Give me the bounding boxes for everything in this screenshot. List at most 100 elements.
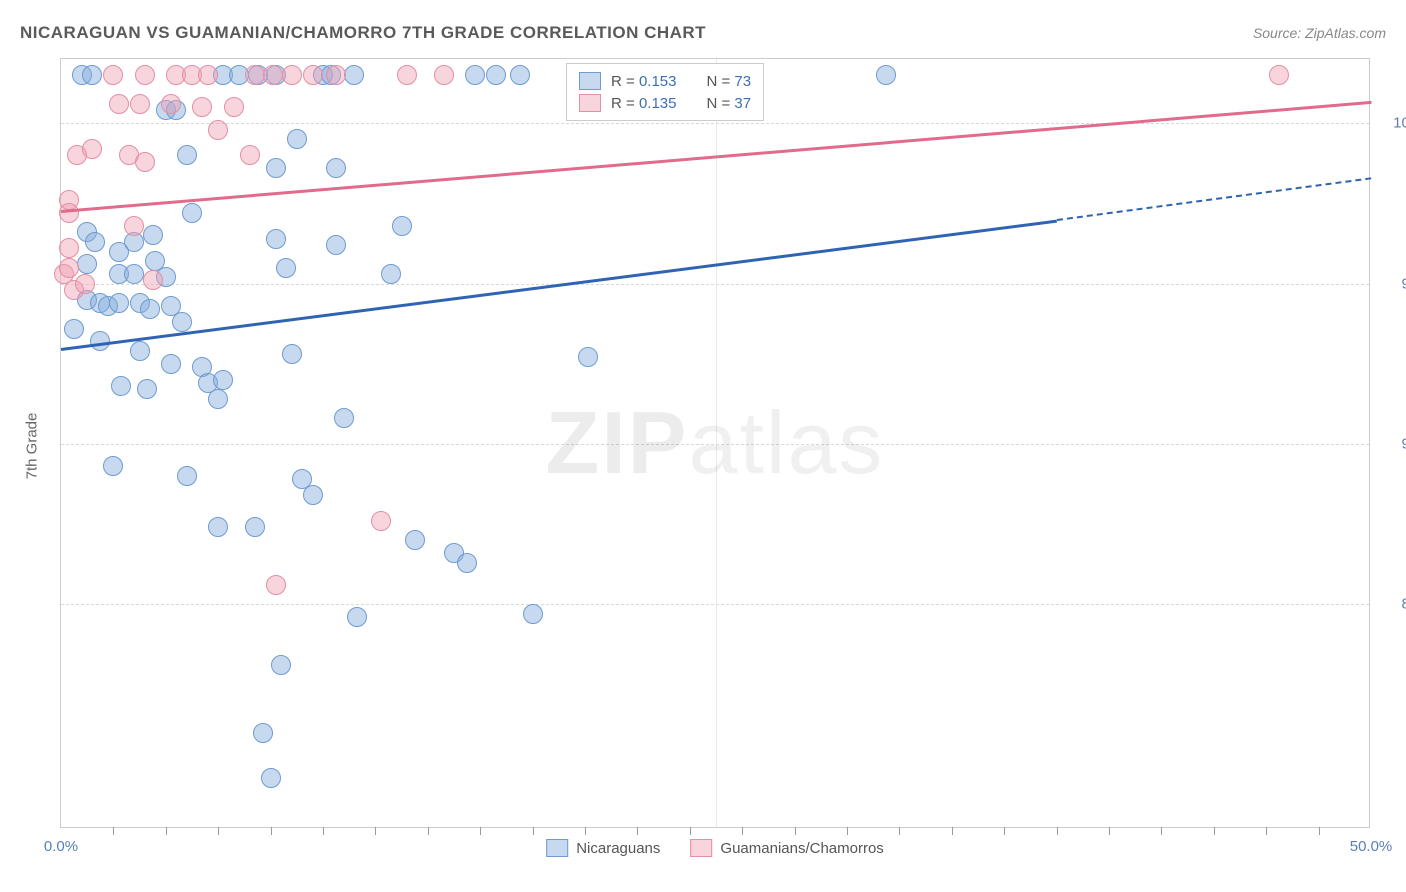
data-point	[266, 158, 286, 178]
x-minor-tick	[690, 827, 691, 835]
data-point	[182, 203, 202, 223]
x-minor-tick	[952, 827, 953, 835]
data-point	[224, 97, 244, 117]
x-minor-tick	[533, 827, 534, 835]
data-point	[287, 129, 307, 149]
x-minor-tick	[1266, 827, 1267, 835]
data-point	[82, 139, 102, 159]
data-point	[130, 341, 150, 361]
data-point	[510, 65, 530, 85]
data-point	[64, 319, 84, 339]
x-minor-tick	[742, 827, 743, 835]
data-point	[161, 354, 181, 374]
x-minor-tick	[1109, 827, 1110, 835]
series-legend: Nicaraguans Guamanians/Chamorros	[546, 839, 884, 857]
data-point	[130, 94, 150, 114]
data-point	[111, 376, 131, 396]
data-point	[271, 655, 291, 675]
data-point	[303, 485, 323, 505]
gridline-h	[61, 123, 1369, 124]
data-point	[77, 254, 97, 274]
series-legend-item: Guamanians/Chamorros	[690, 839, 883, 857]
data-point	[266, 229, 286, 249]
data-point	[457, 553, 477, 573]
x-minor-tick	[1161, 827, 1162, 835]
data-point	[161, 94, 181, 114]
data-point	[344, 65, 364, 85]
data-point	[124, 216, 144, 236]
legend-label: Guamanians/Chamorros	[720, 840, 883, 857]
legend-swatch	[579, 72, 601, 90]
data-point	[208, 517, 228, 537]
x-minor-tick	[637, 827, 638, 835]
chart-source: Source: ZipAtlas.com	[1253, 25, 1386, 41]
data-point	[143, 270, 163, 290]
series-legend-item: Nicaraguans	[546, 839, 660, 857]
x-minor-tick	[1214, 827, 1215, 835]
data-point	[392, 216, 412, 236]
chart-title: NICARAGUAN VS GUAMANIAN/CHAMORRO 7TH GRA…	[20, 23, 706, 43]
x-tick-label: 50.0%	[1350, 838, 1393, 855]
data-point	[82, 65, 102, 85]
data-point	[140, 299, 160, 319]
data-point	[282, 65, 302, 85]
data-point	[465, 65, 485, 85]
data-point	[245, 65, 265, 85]
data-point	[326, 235, 346, 255]
data-point	[347, 607, 367, 627]
trend-line	[1056, 178, 1371, 222]
data-point	[192, 97, 212, 117]
data-point	[85, 232, 105, 252]
data-point	[177, 145, 197, 165]
data-point	[135, 152, 155, 172]
gridline-h	[61, 604, 1369, 605]
legend-n-label: N = 37	[706, 95, 751, 112]
y-tick-label: 90.0%	[1384, 436, 1406, 453]
data-point	[266, 575, 286, 595]
x-minor-tick	[480, 827, 481, 835]
data-point	[75, 274, 95, 294]
x-minor-tick	[428, 827, 429, 835]
x-minor-tick	[899, 827, 900, 835]
data-point	[371, 511, 391, 531]
y-tick-label: 85.0%	[1384, 596, 1406, 613]
legend-swatch	[546, 839, 568, 857]
data-point	[143, 225, 163, 245]
data-point	[486, 65, 506, 85]
data-point	[240, 145, 260, 165]
data-point	[59, 203, 79, 223]
y-tick-label: 100.0%	[1384, 115, 1406, 132]
x-minor-tick	[375, 827, 376, 835]
gridline-v	[716, 59, 717, 827]
data-point	[1269, 65, 1289, 85]
x-minor-tick	[1319, 827, 1320, 835]
data-point	[434, 65, 454, 85]
data-point	[135, 65, 155, 85]
data-point	[208, 120, 228, 140]
data-point	[397, 65, 417, 85]
data-point	[261, 768, 281, 788]
data-point	[263, 65, 283, 85]
data-point	[334, 408, 354, 428]
y-axis-label: 7th Grade	[24, 413, 41, 480]
stats-legend-row: R = 0.135N = 37	[579, 92, 751, 114]
x-minor-tick	[1057, 827, 1058, 835]
data-point	[109, 94, 129, 114]
x-minor-tick	[113, 827, 114, 835]
x-minor-tick	[271, 827, 272, 835]
data-point	[103, 65, 123, 85]
data-point	[208, 389, 228, 409]
x-tick-label: 0.0%	[44, 838, 78, 855]
data-point	[253, 723, 273, 743]
trend-line	[61, 219, 1057, 350]
stats-legend: R = 0.153N = 73R = 0.135N = 37	[566, 63, 764, 121]
x-minor-tick	[585, 827, 586, 835]
data-point	[326, 158, 346, 178]
data-point	[172, 312, 192, 332]
data-point	[405, 530, 425, 550]
legend-n-label: N = 73	[706, 73, 751, 90]
legend-swatch	[579, 94, 601, 112]
x-minor-tick	[847, 827, 848, 835]
gridline-h	[61, 284, 1369, 285]
x-minor-tick	[795, 827, 796, 835]
